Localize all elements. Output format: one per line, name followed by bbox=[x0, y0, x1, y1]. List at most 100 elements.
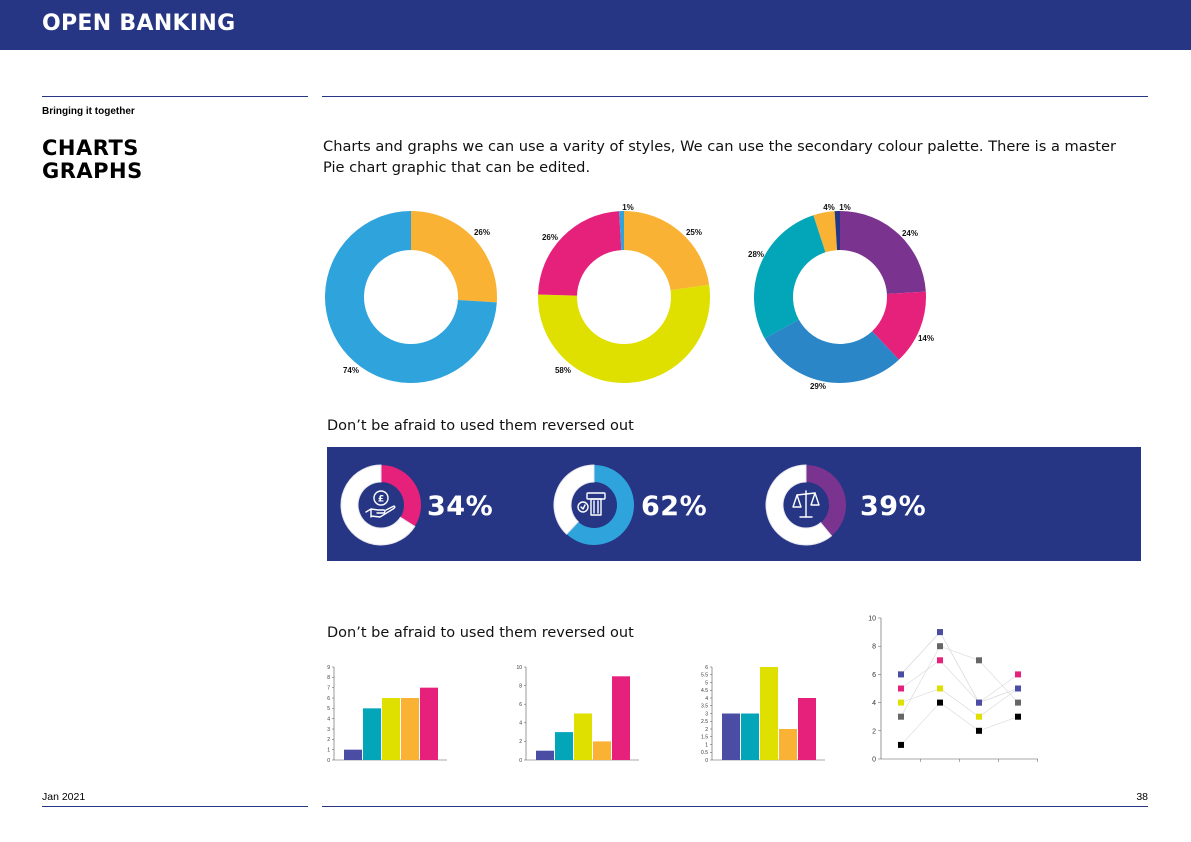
divider-left-bottom bbox=[42, 806, 308, 807]
scatter-point-4-4 bbox=[1015, 671, 1021, 678]
bar-chart-1: 0 1 2 3 4 5 6 7 8 9 bbox=[327, 665, 447, 764]
svg-text:£: £ bbox=[378, 495, 384, 505]
bar-chart-3-bar-5 bbox=[798, 698, 816, 760]
bar-chart-2-tick-label: 6 bbox=[519, 702, 522, 708]
bar-chart-1-bar-4 bbox=[401, 698, 419, 760]
donut-1-label-2: 74% bbox=[343, 366, 359, 375]
divider-right-top bbox=[322, 96, 1148, 97]
scatter-series-line-3 bbox=[900, 688, 1019, 718]
donut-1-slice-1 bbox=[411, 211, 497, 303]
donut-2-slice-3 bbox=[538, 211, 622, 296]
scatter-point-1-3 bbox=[976, 727, 982, 734]
scatter-point-6-2 bbox=[937, 629, 943, 636]
bar-chart-1-bar-2 bbox=[363, 708, 381, 760]
bar-chart-3-tick-label: 6 bbox=[705, 665, 708, 671]
bar-chart-3-tick-label: 5.5 bbox=[701, 673, 708, 679]
bar-chart-3-tick-label: 4.5 bbox=[701, 688, 708, 694]
donut-chart-3: 24% 14% 29% 28% 4% 1% bbox=[748, 203, 934, 391]
stat-3-slice-2 bbox=[765, 464, 833, 546]
bar-chart-1-tick-label: 3 bbox=[327, 727, 330, 733]
bar-chart-1-tick-label: 6 bbox=[327, 696, 330, 702]
donut-3-slice-4 bbox=[754, 215, 826, 339]
stat-donut-justice bbox=[765, 464, 846, 546]
donut-2-label-2: 58% bbox=[555, 366, 571, 375]
scatter-point-1-2 bbox=[937, 699, 943, 706]
scatter-point-6-4 bbox=[1015, 685, 1021, 692]
bar-chart-1-tick-label: 8 bbox=[327, 675, 330, 681]
scatter-series-line-2 bbox=[900, 645, 1019, 717]
scatter-tick-label: 6 bbox=[872, 672, 876, 679]
scatter-point-3-2 bbox=[937, 685, 943, 692]
bars-heading: Don’t be afraid to used them reversed ou… bbox=[327, 625, 634, 641]
bar-chart-3-tick-label: 2 bbox=[705, 727, 708, 733]
bar-chart-3-bar-3 bbox=[760, 667, 778, 760]
donut-1-slice-2 bbox=[325, 211, 497, 383]
donut-chart-2: 25% 58% 26% 1% bbox=[538, 203, 710, 384]
donut-3-label-2: 14% bbox=[918, 334, 934, 343]
divider-left-top bbox=[42, 96, 308, 97]
donut-3-label-5: 4% bbox=[823, 203, 835, 212]
scatter-point-4-1 bbox=[898, 685, 904, 692]
scatter-point-2-3 bbox=[976, 657, 982, 664]
bar-chart-1-tick-label: 5 bbox=[327, 706, 330, 712]
bar-chart-1-tick-label: 9 bbox=[327, 665, 330, 671]
stat-3-slice-1 bbox=[806, 465, 846, 536]
bar-chart-2-bar-4 bbox=[593, 741, 611, 760]
scatter-series-line-1 bbox=[900, 702, 1019, 746]
bar-chart-2-bar-2 bbox=[555, 732, 573, 760]
scatter-point-2-2 bbox=[937, 643, 943, 650]
donut-3-label-4: 28% bbox=[748, 250, 764, 259]
bar-chart-3-tick-label: 5 bbox=[705, 680, 708, 686]
bar-chart-1-bar-1 bbox=[344, 749, 362, 760]
donut-2-label-1: 25% bbox=[686, 228, 702, 237]
header-bar: OPEN BANKING bbox=[0, 0, 1191, 50]
section-title-line-1: CHARTS bbox=[42, 136, 139, 160]
section-label: Bringing it together bbox=[42, 106, 135, 117]
bar-chart-2-tick-label: 10 bbox=[516, 665, 522, 671]
footer-page-number: 38 bbox=[1136, 791, 1148, 803]
bar-chart-2-bar-1 bbox=[536, 750, 554, 760]
bar-chart-3-bar-1 bbox=[722, 713, 740, 760]
stat-donut-payments: £ bbox=[340, 464, 421, 546]
donut-3-label-6: 1% bbox=[839, 203, 851, 212]
bar-chart-3-tick-label: 3.5 bbox=[701, 704, 708, 710]
scatter-point-1-1 bbox=[898, 741, 904, 748]
donut-3-slice-3 bbox=[764, 319, 899, 383]
scatter-point-6-3 bbox=[976, 699, 982, 706]
stat-2-slice-1 bbox=[566, 465, 634, 545]
donut-2-slice-2 bbox=[538, 284, 710, 384]
bar-chart-3-bar-2 bbox=[741, 713, 759, 760]
bar-chart-2: 0 2 4 6 8 10 bbox=[516, 665, 639, 764]
bar-chart-2-tick-label: 8 bbox=[519, 683, 522, 689]
stat-justice: 39% bbox=[765, 463, 926, 546]
stat-2-slice-2 bbox=[553, 464, 595, 535]
bar-chart-2-bar-5 bbox=[612, 676, 630, 760]
bar-chart-3-tick-label: 3 bbox=[705, 711, 708, 717]
scatter-point-3-1 bbox=[898, 699, 904, 706]
stat-value-justice: 39% bbox=[860, 491, 927, 522]
bar-chart-3-tick-label: 0 bbox=[705, 758, 708, 764]
bar-chart-2-tick-label: 0 bbox=[519, 758, 522, 764]
bar-chart-3-bar-4 bbox=[779, 729, 797, 760]
scatter-point-2-4 bbox=[1015, 699, 1021, 706]
bar-chart-2-bar-3 bbox=[574, 713, 592, 760]
donut-3-slice-5 bbox=[813, 211, 838, 253]
bar-chart-3-tick-label: 2.5 bbox=[701, 719, 708, 725]
scatter-tick-label: 8 bbox=[872, 644, 876, 651]
scatter-chart: 0 2 4 6 8 10 bbox=[868, 616, 1038, 764]
section-title-line-2: GRAPHS bbox=[42, 159, 143, 183]
scales-icon bbox=[792, 490, 820, 518]
bar-chart-1-tick-label: 4 bbox=[327, 716, 330, 722]
divider-right-bottom bbox=[322, 806, 1148, 807]
intro-paragraph: Charts and graphs we can use a varity of… bbox=[323, 138, 1116, 176]
reversed-heading: Don’t be afraid to used them reversed ou… bbox=[327, 418, 634, 434]
stat-value-payments: 34% bbox=[427, 491, 494, 522]
bar-chart-2-tick-label: 2 bbox=[519, 739, 522, 745]
scatter-point-2-1 bbox=[898, 713, 904, 720]
scatter-series-line-4 bbox=[900, 659, 1019, 703]
stat-atm: 62% bbox=[553, 463, 707, 545]
stat-1-slice-1 bbox=[381, 465, 421, 527]
bar-chart-3-tick-label: 4 bbox=[705, 696, 708, 702]
bar-chart-3: 0 0.5 11.5 2 2.5 33.5 4 4.5 55.5 6 bbox=[701, 665, 825, 764]
donut-2-slice-4 bbox=[619, 211, 624, 251]
